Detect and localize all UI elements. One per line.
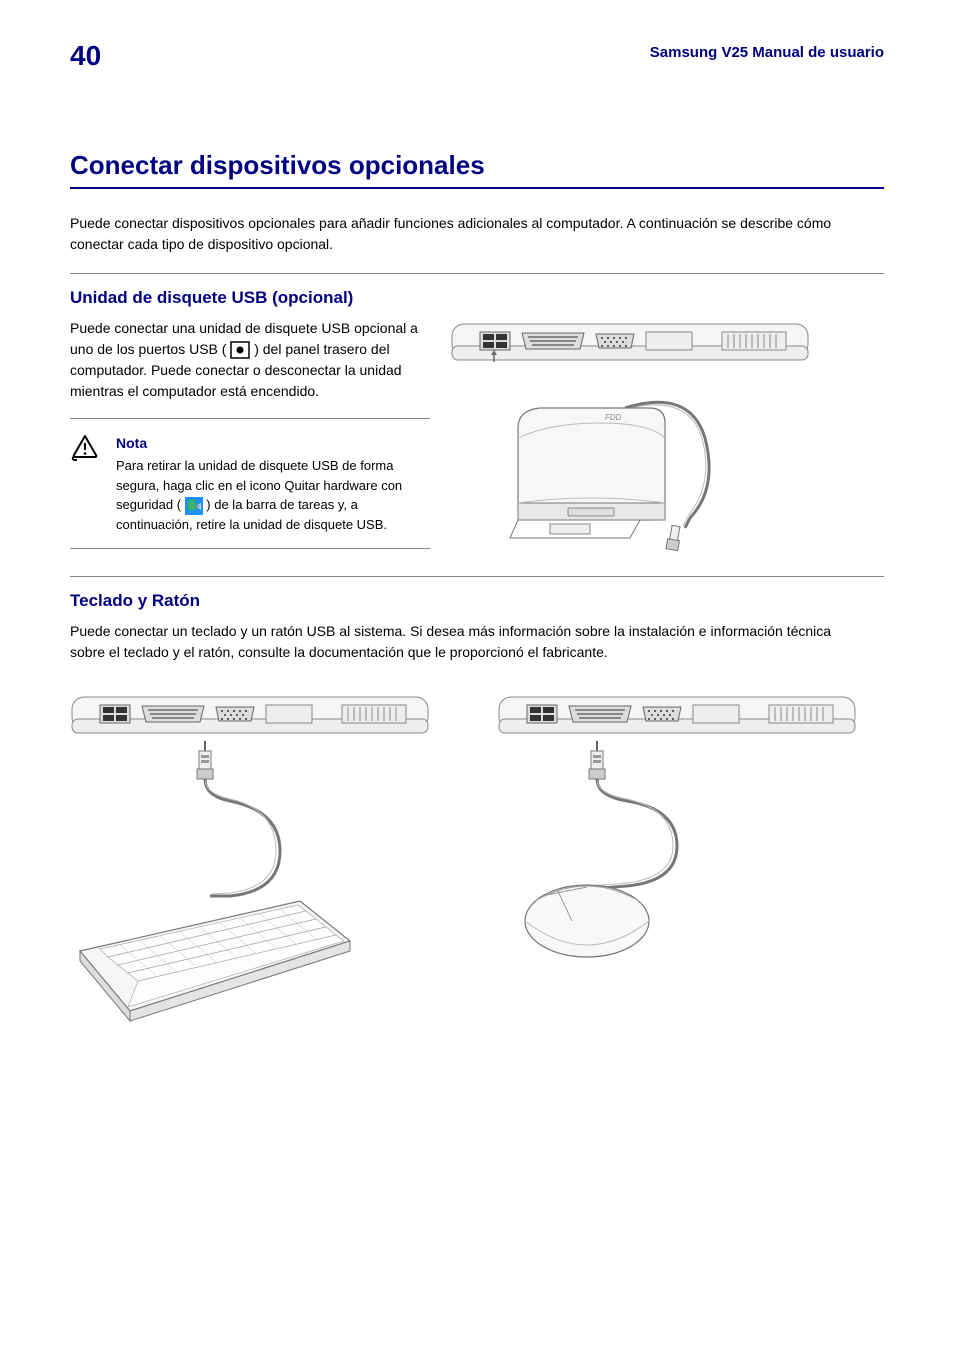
- intro-text: Puede conectar dispositivos opcionales p…: [70, 213, 850, 255]
- safe-remove-icon: [185, 497, 203, 515]
- section-rule-2: [70, 576, 884, 577]
- running-head: Samsung V25 Manual de usuario: [650, 44, 884, 61]
- caution-icon: [70, 433, 104, 463]
- note-box: Nota Para retirar la unidad de disquete …: [70, 418, 430, 549]
- usb-symbol-icon: [230, 341, 250, 359]
- keymouse-heading: Teclado y Ratón: [70, 591, 884, 611]
- usb-mouse-illustration: [497, 741, 737, 971]
- svg-text:FDD: FDD: [605, 413, 622, 422]
- laptop-back-illustration-3: [497, 691, 857, 741]
- note-heading: Nota: [116, 433, 430, 454]
- laptop-back-illustration-2: [70, 691, 430, 741]
- title-rule: [70, 187, 884, 189]
- page-number: 40: [70, 40, 101, 72]
- keymouse-text: Puede conectar un teclado y un ratón USB…: [70, 621, 850, 663]
- usb-keyboard-illustration: [70, 741, 370, 1041]
- page-title: Conectar dispositivos opcionales: [70, 150, 884, 181]
- fdd-heading: Unidad de disquete USB (opcional): [70, 288, 884, 308]
- fdd-text-block: Puede conectar una unidad de disquete US…: [70, 318, 430, 558]
- section-rule-1: [70, 273, 884, 274]
- laptop-back-illustration-1: [450, 318, 810, 368]
- usb-fdd-illustration: FDD: [490, 378, 740, 558]
